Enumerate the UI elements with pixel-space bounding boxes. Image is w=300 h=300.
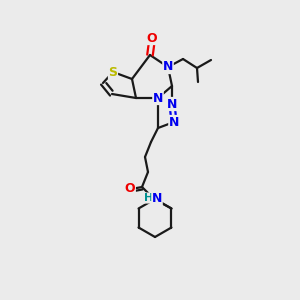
Text: N: N — [169, 116, 179, 128]
Text: O: O — [147, 32, 157, 44]
Text: N: N — [167, 98, 177, 110]
Text: O: O — [125, 182, 135, 194]
Text: H: H — [144, 193, 154, 203]
Text: N: N — [153, 92, 163, 104]
Text: N: N — [152, 193, 162, 206]
Text: S: S — [109, 65, 118, 79]
Text: N: N — [163, 61, 173, 74]
